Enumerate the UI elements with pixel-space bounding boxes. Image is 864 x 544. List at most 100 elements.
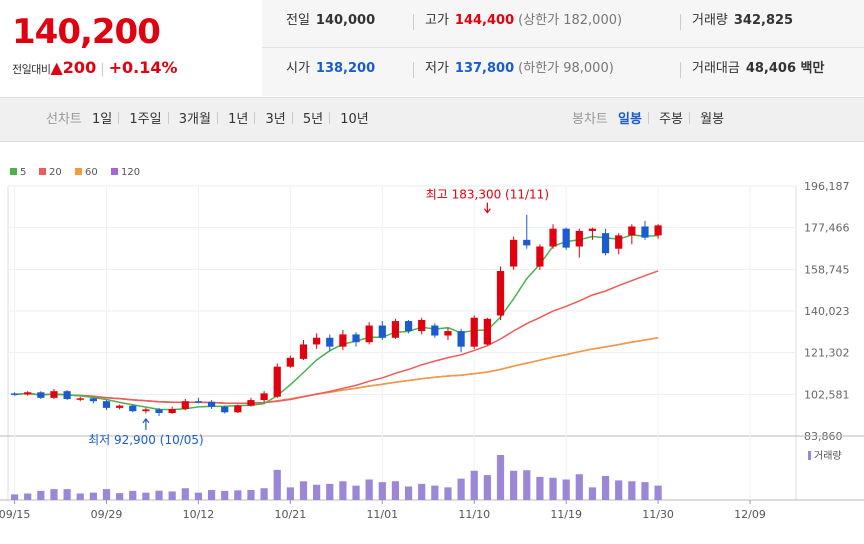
candle [89, 398, 97, 402]
change-value: 200 [62, 58, 97, 77]
volume-bar [102, 489, 111, 500]
candle [628, 226, 636, 236]
candle [37, 392, 45, 398]
volume-bar [391, 481, 400, 500]
candle-monthly[interactable]: 월봉 [700, 112, 725, 127]
volume-bar [496, 455, 505, 500]
line-chart-label: 선차트 [46, 112, 82, 127]
legend-label-5: 5 [20, 167, 26, 178]
volume-bar [168, 491, 176, 500]
legend-swatch [75, 168, 82, 175]
candle [207, 401, 216, 407]
x-tick-label: 11/19 [550, 508, 582, 521]
low-arrow-icon [142, 417, 150, 430]
volume-bar [221, 490, 229, 500]
candle [365, 325, 373, 343]
volume-bar [641, 482, 649, 500]
candle [562, 228, 570, 248]
high-annotation: 최고 183,300 (11/11) [426, 188, 549, 202]
candle [536, 246, 544, 267]
period-3y[interactable]: 3년 [265, 112, 286, 127]
x-tick-label: 11/01 [366, 508, 398, 521]
price-summary: 140,200 전일대비▲200 | +0.14% [0, 0, 262, 96]
candle [286, 357, 294, 367]
candle [168, 408, 176, 413]
volume-bar [116, 493, 124, 500]
day-high: 고가 144,400 (상한가 182,000) [425, 13, 623, 28]
volume-bar [286, 487, 294, 500]
legend-swatch [39, 168, 46, 175]
candle [496, 270, 505, 316]
candle [299, 344, 308, 359]
volume-bar [549, 477, 557, 500]
period-3m[interactable]: 3개월 [178, 112, 211, 127]
x-tick-label: 11/30 [642, 508, 674, 521]
candle-chart-label: 봉차트 [572, 112, 608, 127]
y-tick-label: 196,187 [804, 180, 850, 193]
volume-bar [562, 479, 570, 500]
legend-label-120: 120 [121, 167, 140, 178]
legend-label-60: 60 [85, 167, 98, 178]
candle [273, 366, 281, 397]
candle [457, 331, 465, 347]
candle-types: 봉차트 일봉 주봉 월봉 [572, 98, 724, 141]
period-10y[interactable]: 10년 [340, 112, 369, 127]
y-tick-label: 177,466 [804, 222, 850, 235]
candle [615, 235, 623, 249]
ma5-line [14, 234, 659, 411]
up-arrow-icon: ▲ [50, 58, 63, 77]
price-chart: 196,187 177,466 158,745 140,023 121,302 102,5… [0, 167, 864, 521]
candle [142, 409, 150, 412]
y-tick-label: 158,745 [804, 263, 850, 276]
candle [444, 331, 452, 336]
period-1w[interactable]: 1주일 [129, 112, 162, 127]
candle [181, 401, 189, 409]
volume-bar [326, 483, 334, 500]
period-1d[interactable]: 1일 [92, 112, 113, 127]
candle [588, 228, 597, 231]
volume-bar [129, 490, 137, 500]
day-low: 저가 137,800 (하한가 98,000) [425, 61, 614, 76]
candle-weekly[interactable]: 주봉 [659, 112, 684, 127]
volume-bar [404, 486, 413, 500]
candle [116, 405, 124, 408]
divider: | [100, 62, 105, 77]
low-annotation: 최저 92,900 (10/05) [88, 433, 204, 447]
candle [378, 325, 386, 338]
legend-swatch [111, 168, 118, 175]
candle [50, 391, 58, 398]
ma20-line [14, 270, 659, 404]
x-tick-label: 09/29 [91, 508, 123, 521]
candle-daily[interactable]: 일봉 [618, 112, 642, 127]
candle [76, 398, 84, 400]
volume-bar [89, 492, 97, 500]
candle [601, 233, 610, 254]
candle [391, 321, 400, 338]
volume-bar [299, 481, 308, 500]
volume-bar [615, 480, 623, 500]
volume-bar [431, 485, 439, 500]
volume-bar [601, 476, 610, 500]
volume-bar [378, 482, 386, 500]
volume-bar [260, 488, 268, 500]
volume-bar [207, 490, 216, 500]
period-5y[interactable]: 5년 [302, 112, 324, 127]
candle [470, 317, 478, 347]
candle [260, 393, 268, 401]
volume-bar [194, 492, 203, 500]
volume-bar [50, 489, 58, 500]
period-1y[interactable]: 1년 [228, 112, 249, 127]
volume-bar [457, 478, 465, 500]
candle [523, 239, 531, 246]
candle [431, 325, 439, 336]
volume-bar [536, 476, 544, 500]
volume-bar [470, 470, 478, 500]
volume-bar [523, 470, 531, 500]
volume-label: 거래량 [814, 450, 842, 462]
volume-bar [339, 481, 347, 500]
chart-toolbar: 선차트 1일 1주일 3개월 1년 3년 5년 10년 봉차트 일봉 주봉 월봉 [0, 97, 864, 142]
volume-bar [483, 475, 491, 500]
candle [155, 409, 163, 413]
y-tick-label: 102,581 [804, 388, 850, 401]
volume-bar [313, 484, 321, 500]
